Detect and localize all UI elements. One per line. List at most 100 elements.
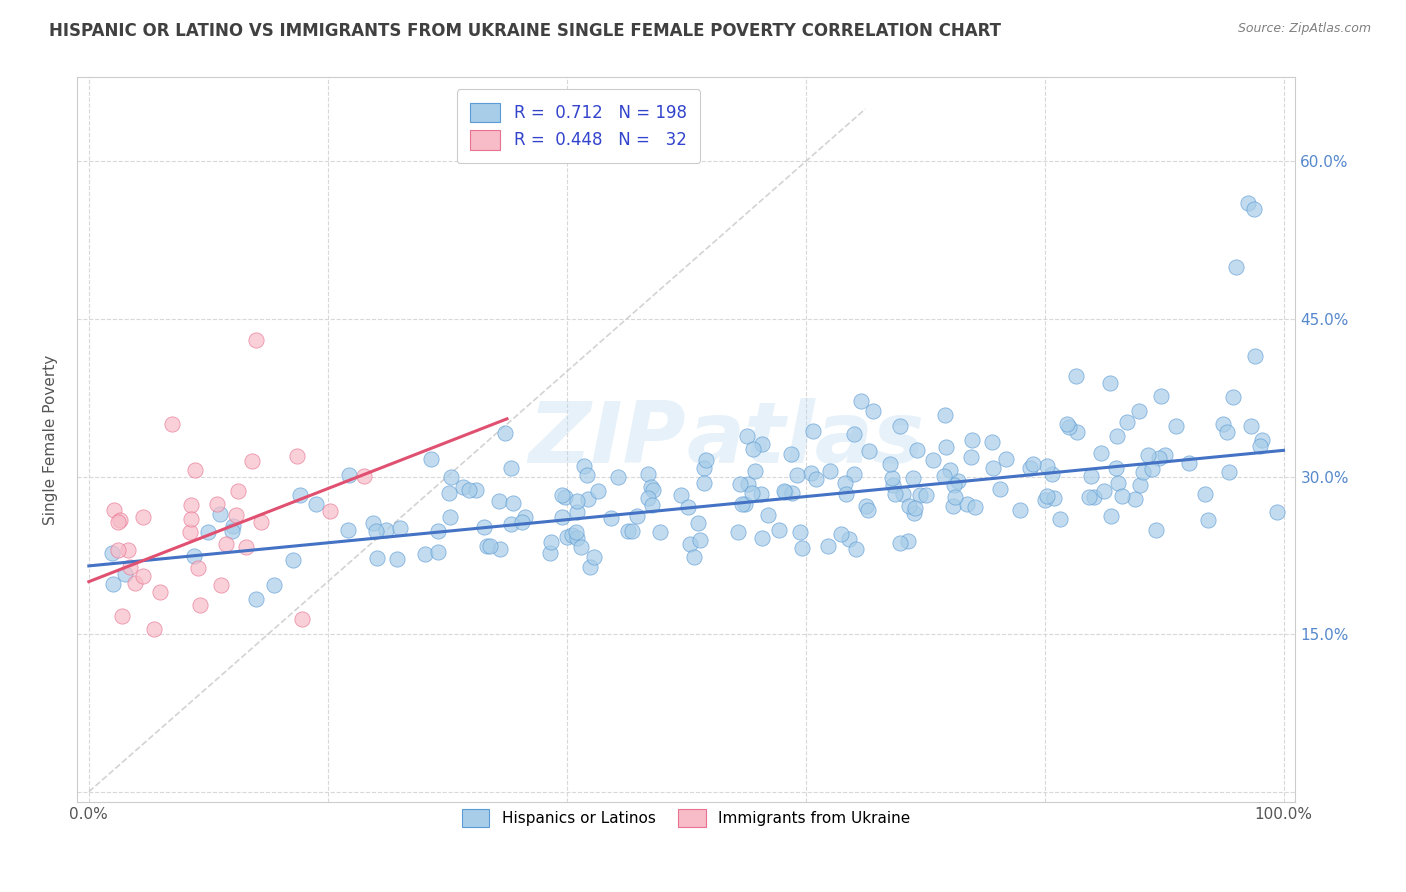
- Point: [1099, 376, 1122, 390]
- Point: [437, 485, 460, 500]
- Point: [789, 524, 811, 539]
- Point: [540, 535, 562, 549]
- Point: [942, 478, 965, 492]
- Point: [101, 546, 124, 560]
- Point: [676, 500, 699, 514]
- Point: [606, 470, 628, 484]
- Point: [1105, 429, 1128, 443]
- Point: [1107, 475, 1129, 490]
- Point: [981, 461, 1004, 475]
- Point: [565, 524, 588, 539]
- Point: [375, 523, 398, 537]
- Point: [981, 435, 1004, 450]
- Point: [228, 484, 250, 499]
- Point: [905, 442, 928, 457]
- Point: [179, 524, 201, 539]
- Point: [465, 483, 488, 498]
- Point: [162, 417, 184, 431]
- Point: [1056, 417, 1078, 432]
- Point: [737, 428, 759, 442]
- Point: [583, 549, 606, 564]
- Point: [626, 509, 648, 524]
- Point: [1080, 468, 1102, 483]
- Point: [897, 534, 920, 549]
- Point: [882, 471, 904, 485]
- Point: [818, 464, 841, 478]
- Point: [879, 457, 901, 471]
- Point: [1077, 490, 1099, 504]
- Point: [472, 520, 495, 534]
- Point: [209, 507, 232, 521]
- Point: [946, 474, 969, 488]
- Point: [855, 499, 877, 513]
- Point: [801, 424, 824, 438]
- Point: [932, 469, 955, 483]
- Point: [751, 436, 773, 450]
- Point: [1218, 465, 1240, 479]
- Legend: Hispanics or Latinos, Immigrants from Ukraine: Hispanics or Latinos, Immigrants from Uk…: [454, 802, 918, 835]
- Point: [1239, 419, 1261, 434]
- Point: [817, 539, 839, 553]
- Point: [1111, 489, 1133, 503]
- Point: [959, 450, 981, 464]
- Point: [501, 516, 523, 531]
- Point: [620, 524, 643, 539]
- Point: [110, 513, 132, 527]
- Point: [686, 516, 709, 530]
- Point: [643, 483, 665, 497]
- Point: [364, 524, 387, 538]
- Point: [1066, 425, 1088, 439]
- Point: [960, 433, 983, 447]
- Point: [756, 508, 779, 522]
- Point: [1197, 513, 1219, 527]
- Point: [731, 497, 754, 511]
- Point: [197, 524, 219, 539]
- Point: [790, 541, 813, 555]
- Point: [576, 467, 599, 482]
- Point: [858, 443, 880, 458]
- Point: [921, 452, 943, 467]
- Point: [305, 498, 328, 512]
- Point: [882, 477, 904, 491]
- Point: [291, 612, 314, 626]
- Point: [830, 527, 852, 541]
- Point: [1019, 461, 1042, 475]
- Point: [235, 541, 257, 555]
- Point: [889, 419, 911, 434]
- Point: [1225, 260, 1247, 274]
- Point: [555, 530, 578, 544]
- Point: [114, 566, 136, 581]
- Point: [249, 516, 271, 530]
- Point: [579, 560, 602, 574]
- Point: [934, 409, 956, 423]
- Point: [1064, 369, 1087, 384]
- Point: [641, 498, 664, 512]
- Point: [898, 499, 921, 513]
- Point: [565, 494, 588, 508]
- Point: [749, 487, 772, 501]
- Point: [209, 578, 232, 592]
- Point: [569, 540, 592, 554]
- Point: [477, 539, 499, 553]
- Point: [288, 488, 311, 502]
- Point: [263, 578, 285, 592]
- Point: [101, 577, 124, 591]
- Point: [366, 550, 388, 565]
- Point: [207, 498, 229, 512]
- Point: [285, 449, 308, 463]
- Point: [190, 598, 212, 612]
- Point: [956, 497, 979, 511]
- Text: Source: ZipAtlas.com: Source: ZipAtlas.com: [1237, 22, 1371, 36]
- Point: [494, 425, 516, 440]
- Point: [107, 542, 129, 557]
- Point: [1236, 196, 1258, 211]
- Point: [143, 623, 166, 637]
- Point: [183, 463, 205, 477]
- Point: [1142, 462, 1164, 476]
- Point: [862, 403, 884, 417]
- Text: HISPANIC OR LATINO VS IMMIGRANTS FROM UKRAINE SINGLE FEMALE POVERTY CORRELATION : HISPANIC OR LATINO VS IMMIGRANTS FROM UK…: [49, 22, 1001, 40]
- Point: [538, 546, 561, 560]
- Point: [561, 528, 583, 542]
- Point: [1035, 489, 1057, 503]
- Point: [578, 491, 600, 506]
